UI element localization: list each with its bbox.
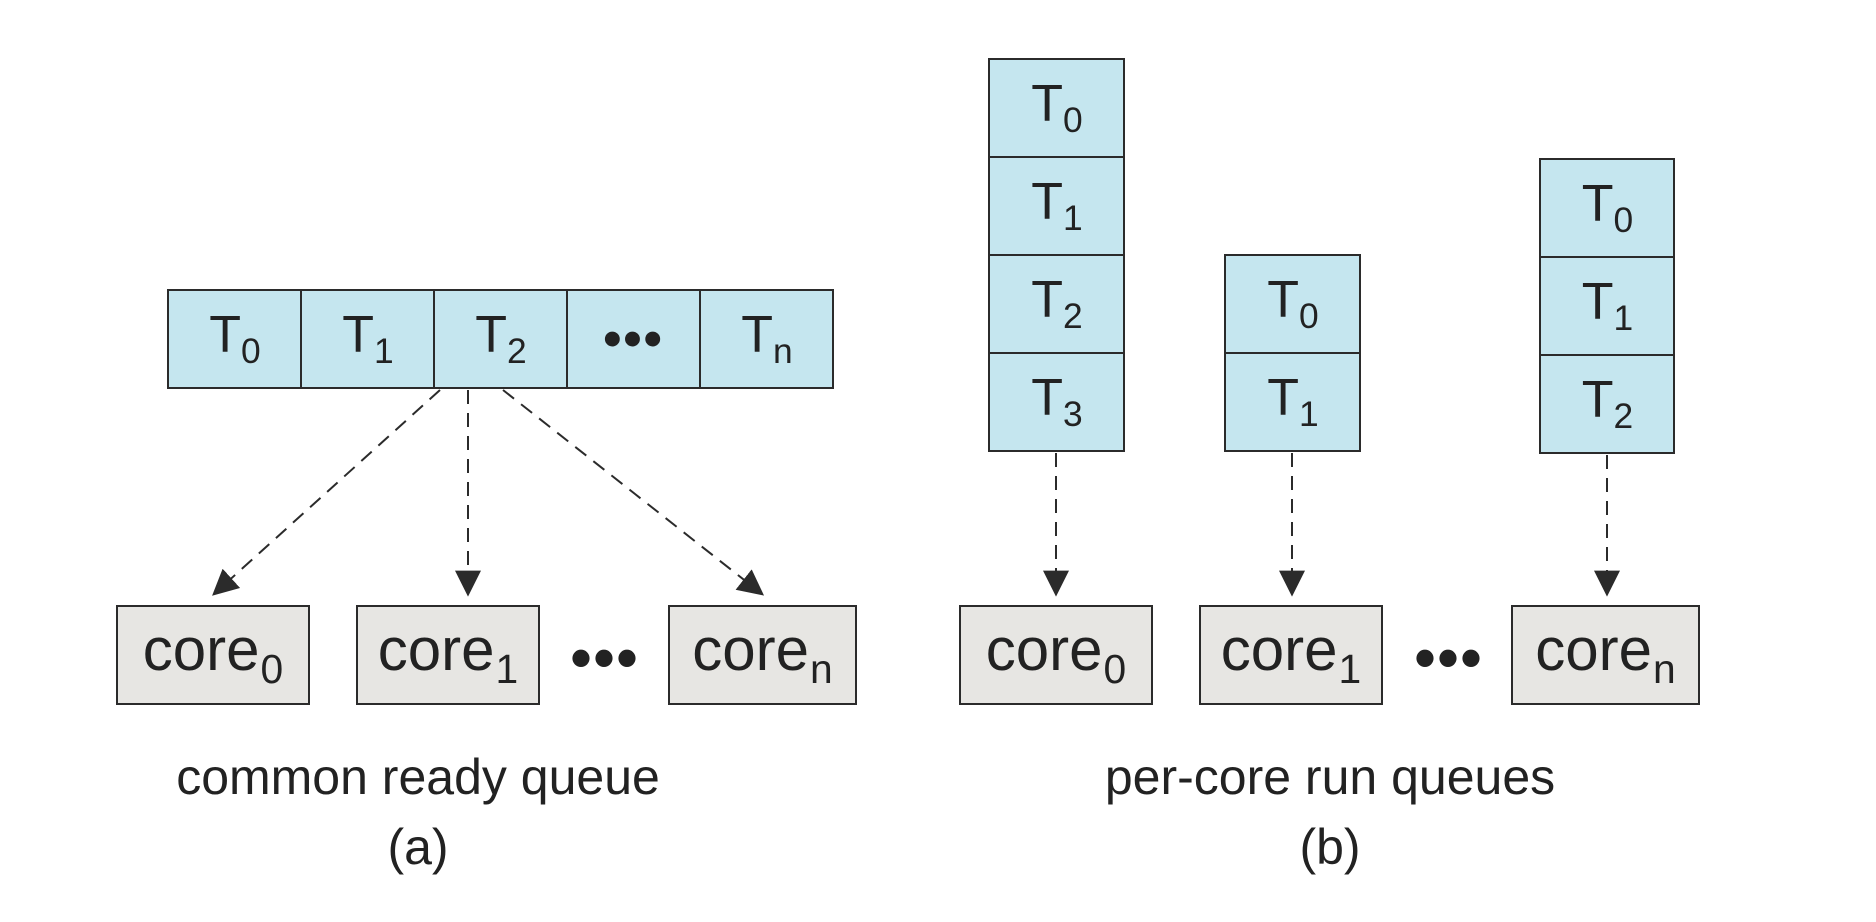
task-letter: T — [1031, 74, 1063, 133]
task-subscript: 2 — [1613, 396, 1634, 436]
core-1-b: core1 — [1199, 605, 1383, 705]
task-subscript: 2 — [507, 331, 527, 371]
core-word: core — [142, 616, 260, 684]
runqueue-n-t0: T0 — [1539, 158, 1675, 258]
core-subscript: n — [810, 646, 833, 693]
task-letter: T — [1267, 270, 1299, 329]
panel-label-b: (b) — [1299, 819, 1361, 875]
task-subscript: 1 — [374, 331, 394, 371]
arrow-to-core-n-a — [502, 389, 765, 596]
caption-a: common ready queue — [176, 749, 660, 805]
task-letter: T — [1581, 272, 1614, 331]
task-subscript: 0 — [1299, 296, 1319, 336]
runqueue-0-t2: T2 — [988, 254, 1125, 354]
runqueue-1-t0: T0 — [1224, 254, 1361, 354]
task-letter: T — [1031, 270, 1063, 329]
runqueue-n-t2: T2 — [1539, 354, 1675, 454]
cores-ellipsis-a: ••• — [570, 624, 640, 691]
core-subscript: 1 — [495, 646, 519, 693]
task-subscript: 2 — [1063, 296, 1083, 336]
task-subscript: n — [773, 331, 793, 371]
core-word: core — [1535, 616, 1652, 684]
core-1-a: core1 — [356, 605, 540, 705]
core-subscript: 1 — [1338, 646, 1362, 693]
task-letter: T — [1031, 368, 1063, 427]
task-letter: T — [1581, 370, 1614, 429]
queue-cell-ellipsis: ••• — [566, 289, 701, 389]
task-letter: T — [342, 305, 374, 364]
cores-ellipsis-b: ••• — [1414, 624, 1484, 691]
runqueue-n-t1: T1 — [1539, 256, 1675, 356]
runqueue-1-t1: T1 — [1224, 352, 1361, 452]
core-subscript: 0 — [260, 646, 284, 693]
core-word: core — [1220, 616, 1338, 684]
task-letter: T — [741, 305, 773, 364]
task-subscript: 0 — [1613, 200, 1634, 240]
caption-b: per-core run queues — [1104, 749, 1556, 805]
task-subscript: 1 — [1299, 394, 1319, 434]
task-subscript: 1 — [1063, 198, 1083, 238]
core-word: core — [985, 616, 1103, 684]
queue-ellipsis: ••• — [603, 310, 664, 368]
queue-cell-t1: T1 — [300, 289, 435, 389]
core-n-a: coren — [668, 605, 857, 705]
queue-cell-tn: Tn — [699, 289, 834, 389]
core-0-a: core0 — [116, 605, 310, 705]
core-subscript: n — [1653, 646, 1676, 693]
task-subscript: 0 — [1063, 100, 1083, 140]
task-letter: T — [475, 305, 507, 364]
panel-label-a: (a) — [387, 819, 449, 875]
runqueue-0-t0: T0 — [988, 58, 1125, 158]
core-subscript: 0 — [1103, 646, 1127, 693]
task-letter: T — [1267, 368, 1299, 427]
queue-cell-t2: T2 — [433, 289, 568, 389]
core-word: core — [692, 616, 809, 684]
runqueue-0-t1: T1 — [988, 156, 1125, 256]
task-letter: T — [209, 305, 241, 364]
core-0-b: core0 — [959, 605, 1153, 705]
runqueue-0-t3: T3 — [988, 352, 1125, 452]
task-subscript: 3 — [1063, 394, 1083, 434]
queue-cell-t0: T0 — [167, 289, 302, 389]
task-subscript: 0 — [241, 331, 261, 371]
task-letter: T — [1581, 174, 1614, 233]
task-subscript: 1 — [1613, 298, 1634, 338]
arrow-to-core-0-a — [212, 389, 441, 596]
task-letter: T — [1031, 172, 1063, 231]
core-word: core — [377, 616, 495, 684]
core-n-b: coren — [1511, 605, 1700, 705]
